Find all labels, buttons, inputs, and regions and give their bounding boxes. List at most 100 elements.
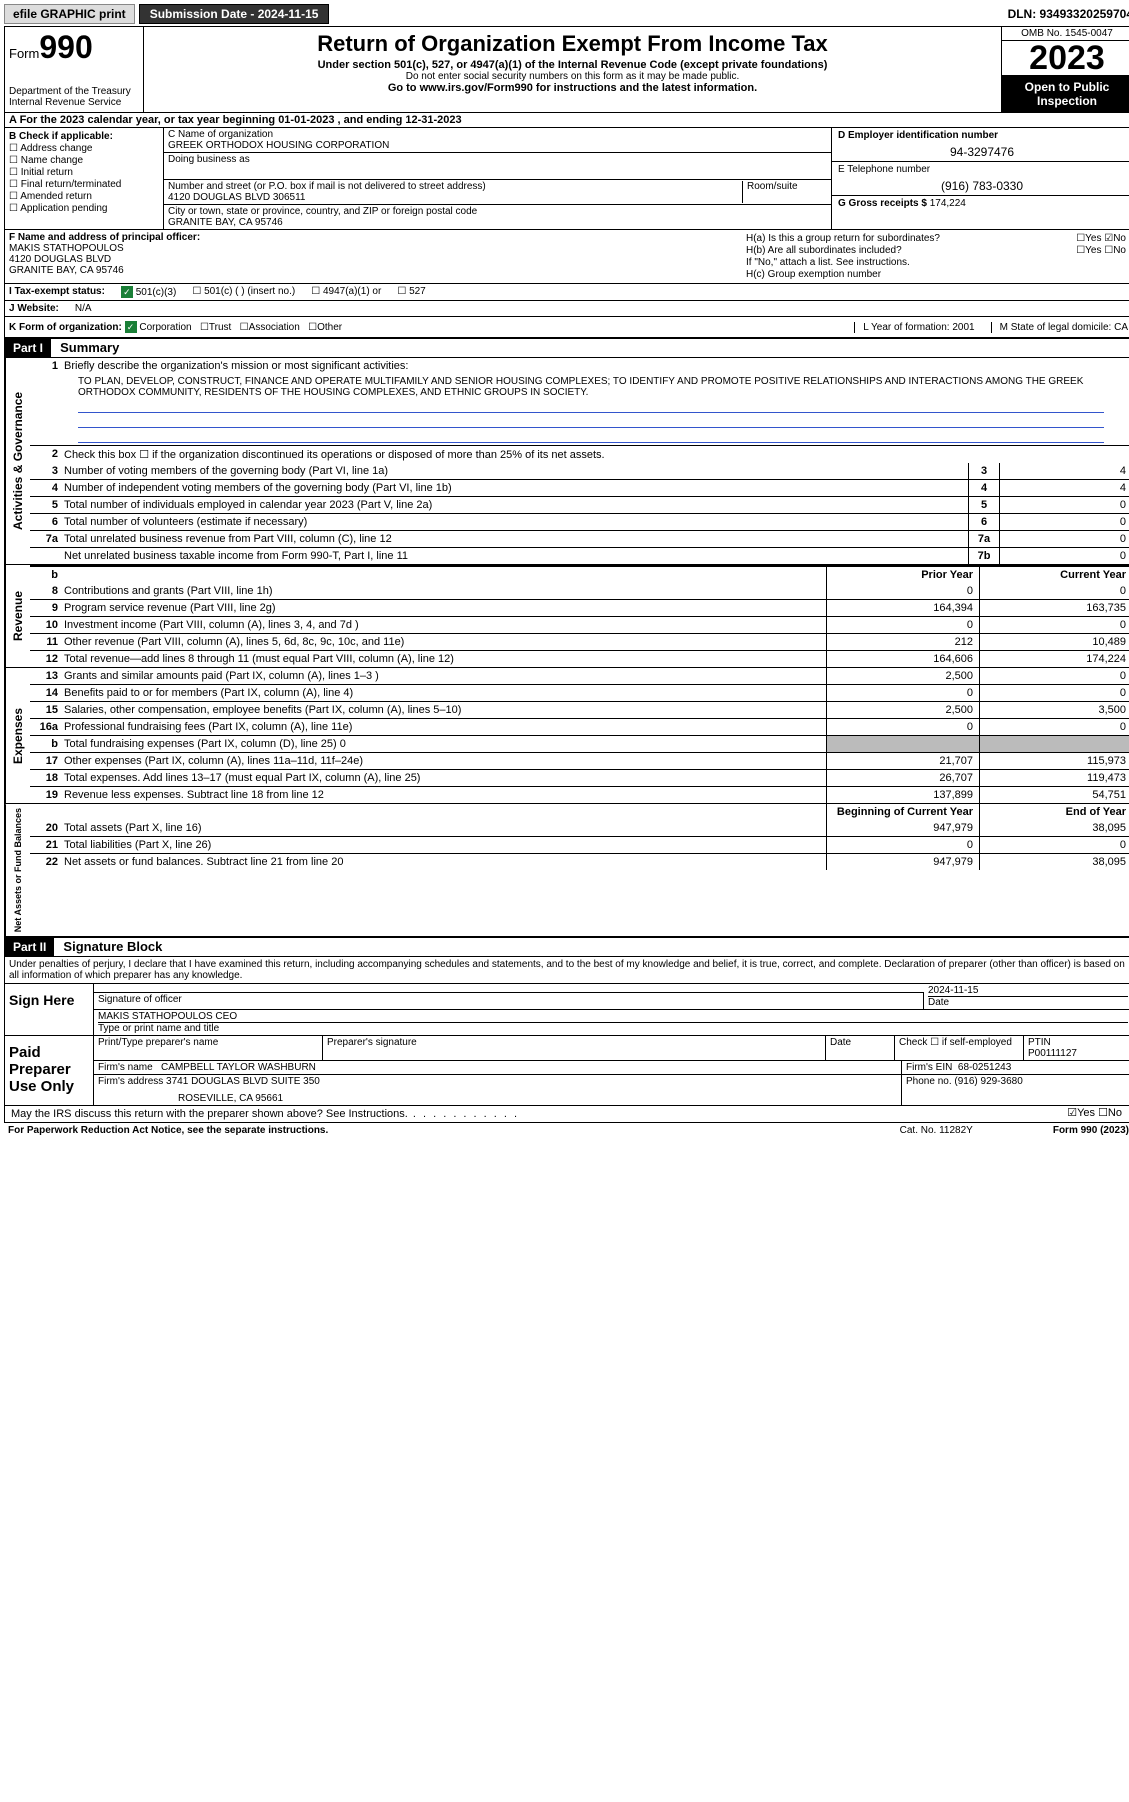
efile-print-button[interactable]: efile GRAPHIC print <box>4 4 135 24</box>
h-note: If "No," attach a list. See instructions… <box>746 257 910 268</box>
m-state-domicile: M State of legal domicile: CA <box>991 322 1128 333</box>
table-row: 20Total assets (Part X, line 16)947,9793… <box>30 820 1129 836</box>
chk-application-pending[interactable]: Application pending <box>9 203 159 214</box>
firm-name: CAMPBELL TAYLOR WASHBURN <box>161 1062 316 1073</box>
d-label: D Employer identification number <box>838 130 1126 141</box>
part1-netassets: Net Assets or Fund Balances Beginning of… <box>5 803 1129 936</box>
form-header: Form990 Department of the Treasury Inter… <box>5 27 1129 113</box>
line-a: A For the 2023 calendar year, or tax yea… <box>5 113 1129 128</box>
chk-501c3: ✓ <box>121 286 133 298</box>
501c3-label: 501(c)(3) <box>136 287 177 298</box>
phone-value: (916) 783-0330 <box>838 179 1126 193</box>
part1-header-row: Part I Summary <box>5 337 1129 357</box>
header-left: Form990 Department of the Treasury Inter… <box>5 27 144 112</box>
table-row: 18Total expenses. Add lines 13–17 (must … <box>30 769 1129 786</box>
table-row: 3Number of voting members of the governi… <box>30 463 1129 479</box>
type-print-label: Type or print name and title <box>98 1022 1128 1034</box>
prep-sig-label: Preparer's signature <box>323 1036 826 1060</box>
l-year-formation: L Year of formation: 2001 <box>854 322 974 333</box>
top-toolbar: efile GRAPHIC print Submission Date - 20… <box>4 4 1129 24</box>
table-row: 4Number of independent voting members of… <box>30 479 1129 496</box>
firm-phone-label: Phone no. <box>906 1076 952 1087</box>
section-b-c-d: B Check if applicable: Address change Na… <box>5 128 1129 229</box>
dln-label: DLN: 93493320259704 <box>1008 7 1129 21</box>
part2-header-row: Part II Signature Block <box>5 936 1129 956</box>
paid-preparer-label: Paid Preparer Use Only <box>5 1036 94 1105</box>
501c-label: 501(c) ( ) (insert no.) <box>204 286 295 297</box>
goto-link[interactable]: Go to www.irs.gov/Form990 for instructio… <box>150 82 995 94</box>
k-label: K Form of organization: <box>9 322 122 333</box>
prior-year-hdr: Prior Year <box>826 567 979 583</box>
part1-expenses: Expenses 13Grants and similar amounts pa… <box>5 667 1129 803</box>
chk-amended-return[interactable]: Amended return <box>9 191 159 202</box>
irs-label: Internal Revenue Service <box>9 97 139 108</box>
header-right: OMB No. 1545-0047 2023 Open to Public In… <box>1001 27 1129 112</box>
table-row: 17Other expenses (Part IX, column (A), l… <box>30 752 1129 769</box>
form-title: Return of Organization Exempt From Incom… <box>150 31 995 57</box>
4947-label: 4947(a)(1) or <box>323 286 381 297</box>
f-label: F Name and address of principal officer: <box>9 232 736 243</box>
ssn-note: Do not enter social security numbers on … <box>150 71 995 82</box>
column-d-e-g: D Employer identification number 94-3297… <box>831 128 1129 229</box>
city-value: GRANITE BAY, CA 95746 <box>168 217 827 228</box>
firm-phone: (916) 929-3680 <box>954 1076 1022 1087</box>
table-row: 5Total number of individuals employed in… <box>30 496 1129 513</box>
officer-name: MAKIS STATHOPOULOS <box>9 243 736 254</box>
dba-label: Doing business as <box>168 154 827 165</box>
chk-final-return[interactable]: Final return/terminated <box>9 179 159 190</box>
form-number: 990 <box>39 29 92 65</box>
vlabel-governance: Activities & Governance <box>5 358 30 564</box>
table-row: 22Net assets or fund balances. Subtract … <box>30 853 1129 870</box>
e-label: E Telephone number <box>838 164 1126 175</box>
room-label: Room/suite <box>742 181 827 203</box>
submission-date-button[interactable]: Submission Date - 2024-11-15 <box>139 4 330 24</box>
table-row: 15Salaries, other compensation, employee… <box>30 701 1129 718</box>
firm-name-label: Firm's name <box>98 1062 153 1073</box>
ptin-value: P00111127 <box>1028 1048 1128 1059</box>
trust-label: Trust <box>209 322 231 333</box>
firm-addr1: 3741 DOUGLAS BLVD SUITE 350 <box>166 1076 320 1087</box>
ptin-label: PTIN <box>1028 1037 1128 1048</box>
hb-label: H(b) Are all subordinates included? <box>746 245 902 256</box>
form-container: Form990 Department of the Treasury Inter… <box>4 26 1129 1123</box>
chk-name-change[interactable]: Name change <box>9 155 159 166</box>
tax-year: 2023 <box>1002 41 1129 76</box>
street-value: 4120 DOUGLAS BLVD 306511 <box>168 192 742 203</box>
discuss-question: May the IRS discuss this return with the… <box>11 1108 408 1120</box>
527-label: 527 <box>409 286 426 297</box>
hb-answer: ☐Yes ☐No <box>1076 245 1126 256</box>
chk-initial-return[interactable]: Initial return <box>9 167 159 178</box>
table-row: 19Revenue less expenses. Subtract line 1… <box>30 786 1129 803</box>
current-year-hdr: Current Year <box>979 567 1129 583</box>
i-label: I Tax-exempt status: <box>9 286 105 298</box>
org-name: GREEK ORTHODOX HOUSING CORPORATION <box>168 140 827 151</box>
section-k-l-m: K Form of organization: ✓ Corporation ☐ … <box>5 316 1129 337</box>
firm-ein-label: Firm's EIN <box>906 1062 952 1073</box>
part1-revenue: Revenue b Prior Year Current Year 8Contr… <box>5 564 1129 667</box>
q1-text: Briefly describe the organization's miss… <box>62 358 1129 374</box>
vlabel-revenue: Revenue <box>5 565 30 667</box>
table-row: 8Contributions and grants (Part VIII, li… <box>30 583 1129 599</box>
sig-date-label: Date <box>928 996 1128 1008</box>
table-row: 21Total liabilities (Part X, line 26)00 <box>30 836 1129 853</box>
corp-label: Corporation <box>139 322 191 333</box>
q2-text: Check this box ☐ if the organization dis… <box>62 446 1129 463</box>
firm-ein: 68-0251243 <box>958 1062 1011 1073</box>
table-row: 10Investment income (Part VIII, column (… <box>30 616 1129 633</box>
street-label: Number and street (or P.O. box if mail i… <box>168 181 742 192</box>
prep-date-label: Date <box>826 1036 895 1060</box>
section-j: J Website: N/A <box>5 300 1129 316</box>
chk-address-change[interactable]: Address change <box>9 143 159 154</box>
g-label: G Gross receipts $ <box>838 198 927 209</box>
vlabel-expenses: Expenses <box>5 668 30 803</box>
prep-name-label: Print/Type preparer's name <box>94 1036 323 1060</box>
table-row: 12Total revenue—add lines 8 through 11 (… <box>30 650 1129 667</box>
paperwork-notice: For Paperwork Reduction Act Notice, see … <box>8 1125 328 1136</box>
cat-no: Cat. No. 11282Y <box>900 1125 973 1136</box>
header-middle: Return of Organization Exempt From Incom… <box>144 27 1001 112</box>
hc-label: H(c) Group exemption number <box>746 269 881 280</box>
officer-street: 4120 DOUGLAS BLVD <box>9 254 736 265</box>
mission-value: TO PLAN, DEVELOP, CONSTRUCT, FINANCE AND… <box>78 376 1083 398</box>
table-row: 14Benefits paid to or for members (Part … <box>30 684 1129 701</box>
chk-corporation: ✓ <box>125 321 137 333</box>
